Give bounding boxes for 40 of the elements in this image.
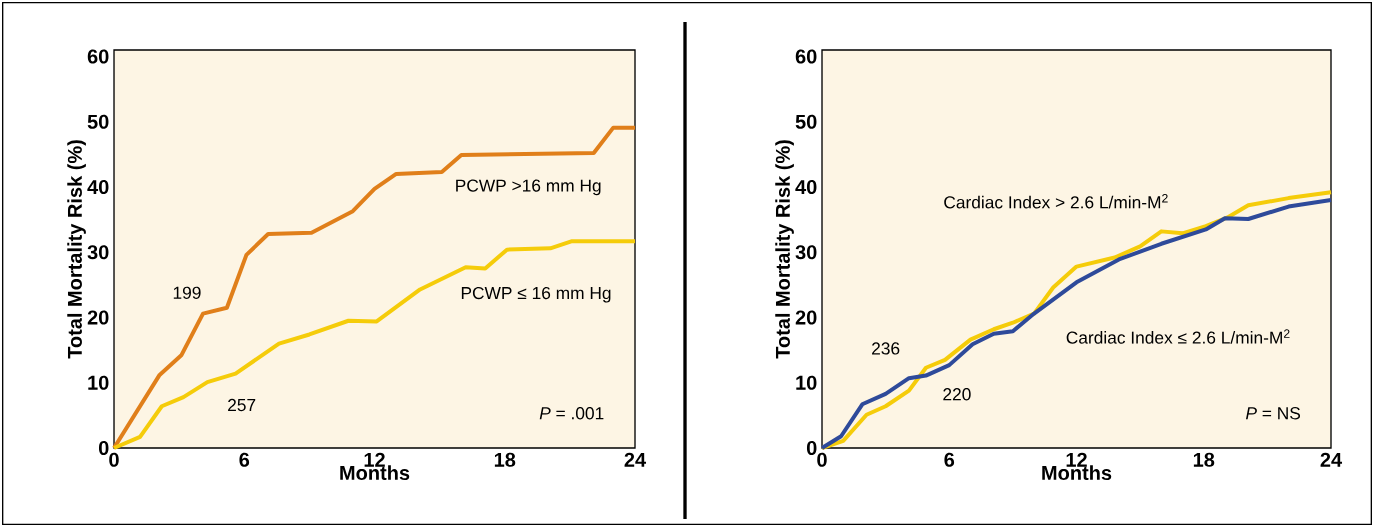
y-tick-label: 30 [795,245,817,260]
annotation: P = .001 [539,407,604,420]
y-axis-title: Total Mortality Risk (%) [67,140,86,359]
x-tick-label: 0 [817,452,827,467]
annotation: PCWP ≤ 16 mm Hg [461,286,611,303]
y-tick-label: 0 [806,440,817,456]
y-tick-label: 10 [88,375,109,390]
annotation: Cardiac Index > 2.6 L/min-M$^{2}$ [944,194,1168,209]
x-tick-label: 0 [109,452,119,467]
y-tick-label: 50 [87,114,109,129]
x-tick-label: 18 [494,452,516,467]
y-tick-label: 20 [795,310,817,325]
x-tick-label: 6 [944,452,955,467]
annotation: 199 [173,286,201,299]
annotation: P = NS [1245,407,1301,420]
x-tick-label: 12 [1066,452,1087,467]
y-tick-label: 20 [87,310,109,325]
x-tick-label: 6 [239,452,250,467]
annotation: PCWP >16 mm Hg [456,179,601,196]
line-series [112,125,637,450]
y-tick-label: 30 [87,245,109,260]
y-tick-label: 0 [98,440,109,456]
annotation: 236 [872,342,900,355]
annotation: 257 [228,398,256,412]
y-tick-label: 40 [795,179,817,195]
x-axis-title: Months [340,465,410,481]
y-tick-label: 50 [795,114,817,129]
y-tick-label: 10 [796,375,817,390]
x-tick-label: 24 [1320,452,1343,467]
y-tick-label: 60 [87,49,109,64]
line-series [112,239,637,450]
y-tick-label: 40 [87,179,109,195]
y-tick-label: 60 [795,49,817,64]
y-axis-title: Total Mortality Risk (%) [775,140,794,359]
x-tick-label: 12 [364,452,385,467]
x-axis-title: Months [1042,465,1112,481]
annotation: 220 [943,388,971,401]
x-tick-label: 24 [624,452,647,467]
annotation: Cardiac Index ≤ 2.6 L/min-M$^{2}$ [1066,329,1290,344]
x-tick-label: 18 [1193,452,1215,467]
